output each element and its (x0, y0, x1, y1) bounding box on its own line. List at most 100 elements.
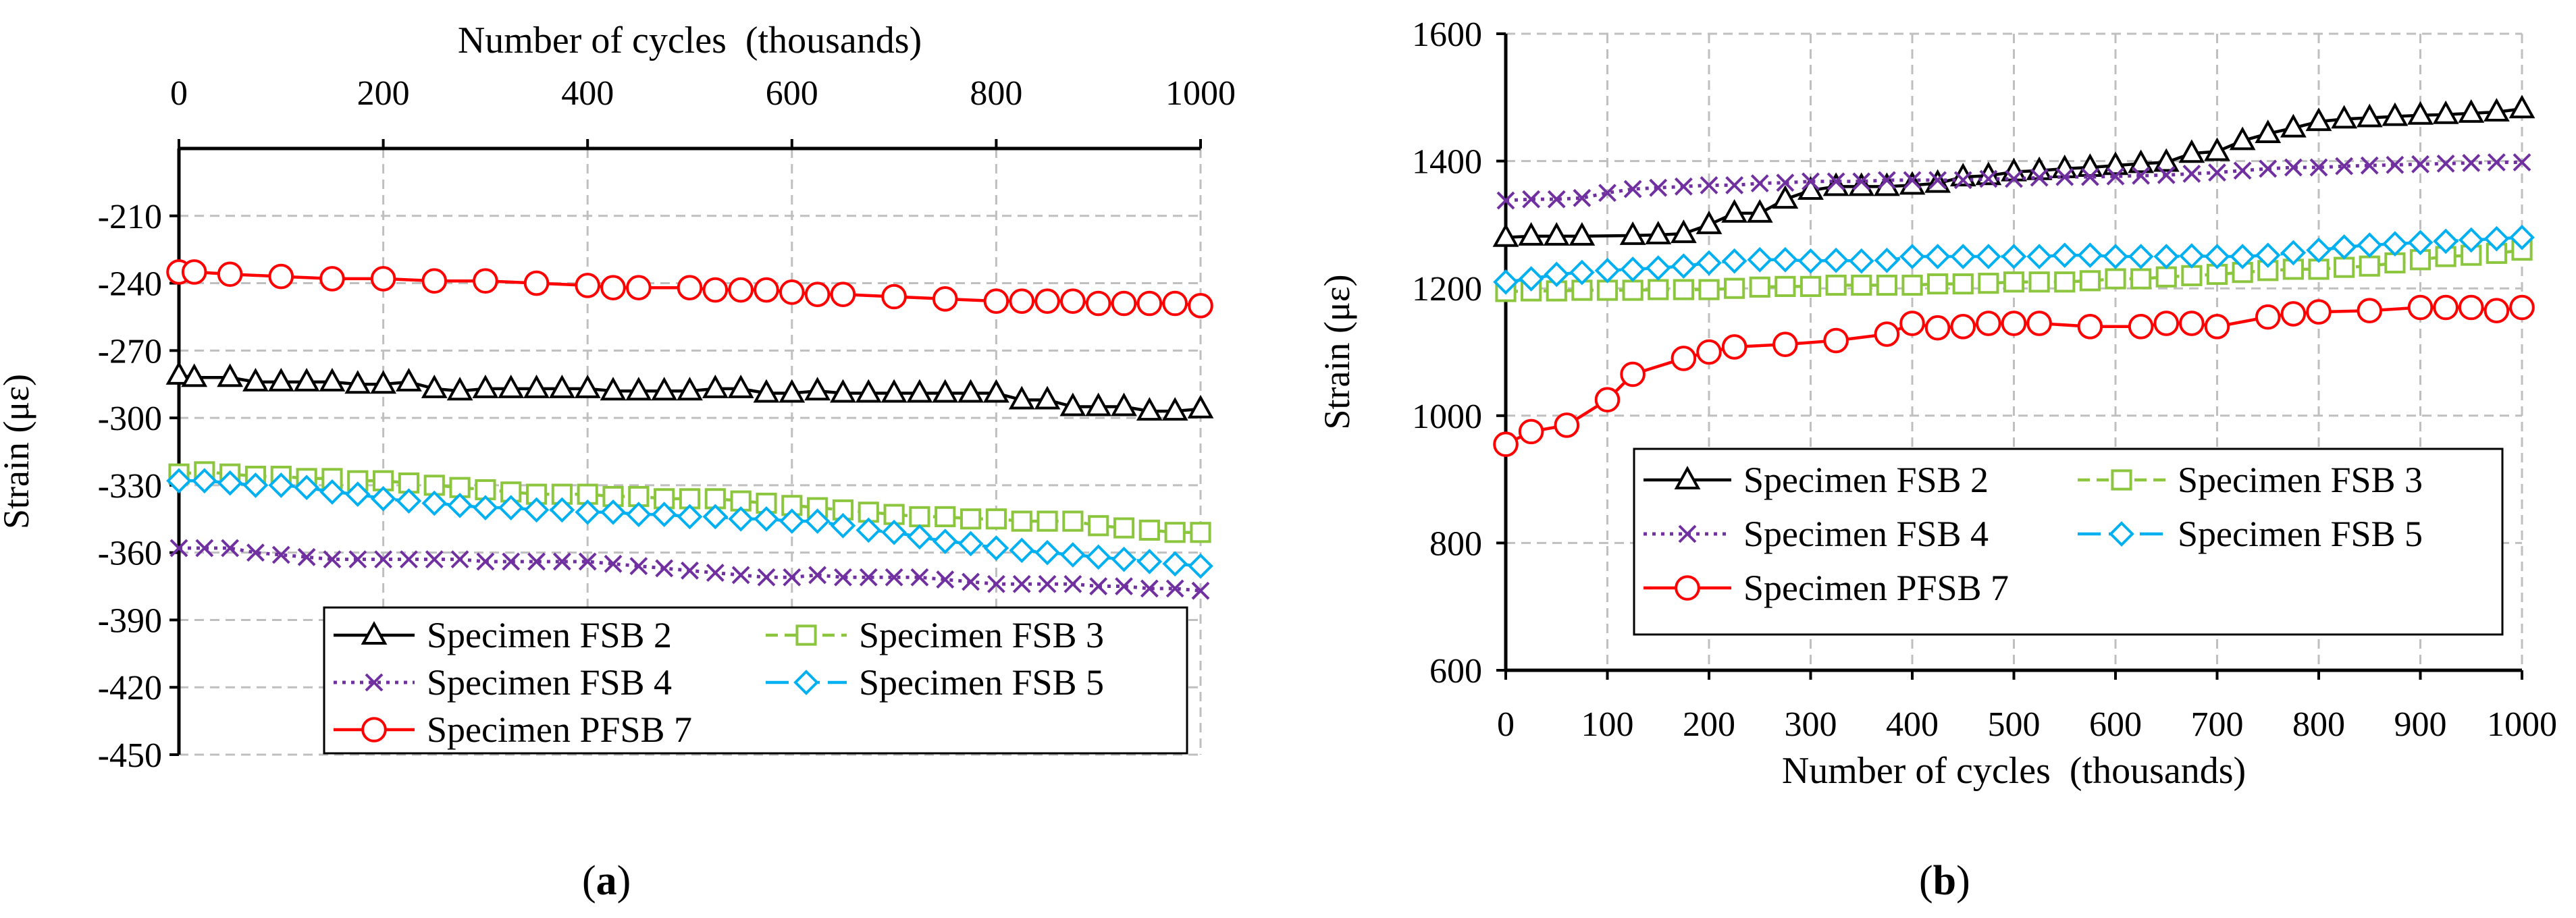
data-point-b-5 (1772, 331, 1798, 357)
legend-label-b-5: Specimen PFSB 7 (1743, 568, 2009, 608)
data-point-b-3 (1547, 190, 1566, 209)
y-tick-label-b: 1400 (1412, 143, 1482, 182)
data-point-b-1 (1772, 185, 1799, 209)
x-tick-label-b: 900 (2394, 705, 2447, 744)
data-point-b-2 (1596, 279, 1619, 301)
data-point-a-1 (983, 379, 1009, 403)
data-point-b-4 (2204, 244, 2230, 269)
data-point-a-5 (473, 268, 498, 294)
y-tick-label-b: 600 (1429, 652, 1482, 691)
legend-label-b-4: Specimen FSB 5 (2178, 514, 2423, 554)
data-point-b-3 (2005, 169, 2023, 188)
data-point-b-4 (1721, 248, 1747, 274)
data-point-a-3 (297, 547, 316, 566)
data-point-b-5 (2128, 313, 2154, 340)
data-point-a-1 (523, 374, 550, 398)
data-point-a-5 (1111, 290, 1137, 317)
data-point-a-2 (883, 504, 905, 525)
data-point-b-1 (1721, 199, 1748, 223)
data-point-b-2 (1799, 275, 1822, 297)
data-point-b-1 (1569, 221, 1596, 246)
data-point-b-4 (2255, 242, 2281, 268)
data-point-b-3 (1903, 171, 1922, 190)
series-line-b-1 (1505, 107, 2523, 240)
data-point-b-5 (2204, 313, 2230, 340)
data-point-a-4 (1111, 546, 1137, 572)
data-point-a-3 (374, 550, 393, 569)
data-point-a-4 (651, 502, 677, 527)
data-point-a-5 (575, 273, 601, 298)
data-point-b-3 (2182, 165, 2201, 183)
series-b-1 (1492, 94, 2535, 247)
data-point-a-5 (181, 259, 207, 285)
data-point-a-5 (370, 266, 396, 292)
data-point-a-1 (217, 363, 244, 387)
data-point-a-1 (600, 377, 627, 401)
legend-label-a-5: Specimen PFSB 7 (427, 709, 692, 750)
y-tick-label-a: -300 (98, 400, 162, 438)
data-point-b-2 (2105, 268, 2126, 290)
data-point-b-3 (2055, 167, 2074, 186)
data-point-a-1 (855, 379, 882, 403)
x-tick-label-b: 1000 (2487, 705, 2557, 744)
data-point-a-3 (450, 550, 469, 569)
data-point-b-1 (2102, 151, 2129, 176)
data-point-b-3 (1877, 171, 1896, 190)
data-point-a-2 (960, 508, 982, 530)
x-tick-label-b: 200 (1683, 705, 1735, 744)
data-point-b-1 (2508, 94, 2535, 119)
data-point-b-3 (2360, 156, 2379, 175)
data-point-a-2 (909, 506, 930, 528)
y-axis-title-a: Strain (με) (0, 374, 36, 529)
data-point-a-4 (523, 497, 550, 523)
y-tick-label-a: -450 (98, 736, 162, 775)
series-a-3 (169, 539, 1210, 600)
data-point-b-1 (1645, 221, 1672, 244)
data-point-a-3 (834, 568, 852, 587)
caption-a-open: ( (582, 858, 596, 904)
data-point-b-4 (2331, 234, 2357, 260)
data-point-b-3 (2284, 158, 2303, 177)
y-tick-label-b: 800 (1429, 524, 1482, 563)
data-point-b-4 (2001, 244, 2027, 269)
data-point-a-3 (1089, 577, 1108, 595)
data-point-a-4 (702, 504, 729, 530)
data-point-b-3 (1776, 173, 1795, 192)
data-point-a-4 (421, 490, 448, 516)
data-point-b-4 (2179, 243, 2205, 269)
data-point-a-2 (628, 485, 650, 508)
data-point-b-4 (1696, 250, 1722, 276)
data-point-a-5 (932, 286, 958, 312)
caption-b: (b) (1919, 857, 1970, 905)
data-point-b-5 (2001, 310, 2027, 336)
x-axis-title-b: Number of cycles (thousands) (1782, 750, 2246, 792)
legend-marker-a-4 (793, 670, 819, 695)
data-point-b-2 (1927, 273, 1949, 295)
data-point-b-3 (2208, 163, 2226, 182)
data-point-b-4 (1569, 259, 1595, 286)
data-point-b-1 (1899, 171, 1926, 195)
data-point-b-4 (1772, 246, 1798, 273)
data-point-b-3 (2462, 154, 2481, 172)
data-point-b-3 (1623, 180, 1642, 198)
data-point-a-2 (1036, 510, 1058, 532)
legend-label-a-4: Specimen FSB 5 (859, 662, 1104, 703)
data-point-b-1 (2229, 126, 2256, 151)
data-point-a-3 (323, 550, 342, 569)
data-point-a-3 (910, 568, 929, 587)
data-point-b-5 (1924, 315, 1951, 341)
x-tick-label-b: 300 (1785, 705, 1837, 744)
data-point-a-3 (169, 539, 188, 558)
data-point-a-5 (600, 275, 626, 301)
data-point-b-2 (1698, 279, 1720, 300)
data-point-a-4 (754, 506, 779, 532)
data-point-b-3 (1674, 177, 1693, 196)
data-point-b-5 (1899, 310, 1925, 336)
data-point-a-3 (808, 566, 827, 585)
legend-label-a-2: Specimen FSB 3 (859, 615, 1104, 655)
data-point-b-4 (2306, 237, 2332, 263)
data-point-a-5 (677, 275, 703, 301)
data-point-b-5 (2483, 298, 2510, 324)
data-point-b-5 (1976, 310, 2001, 336)
data-point-a-4 (779, 508, 805, 534)
